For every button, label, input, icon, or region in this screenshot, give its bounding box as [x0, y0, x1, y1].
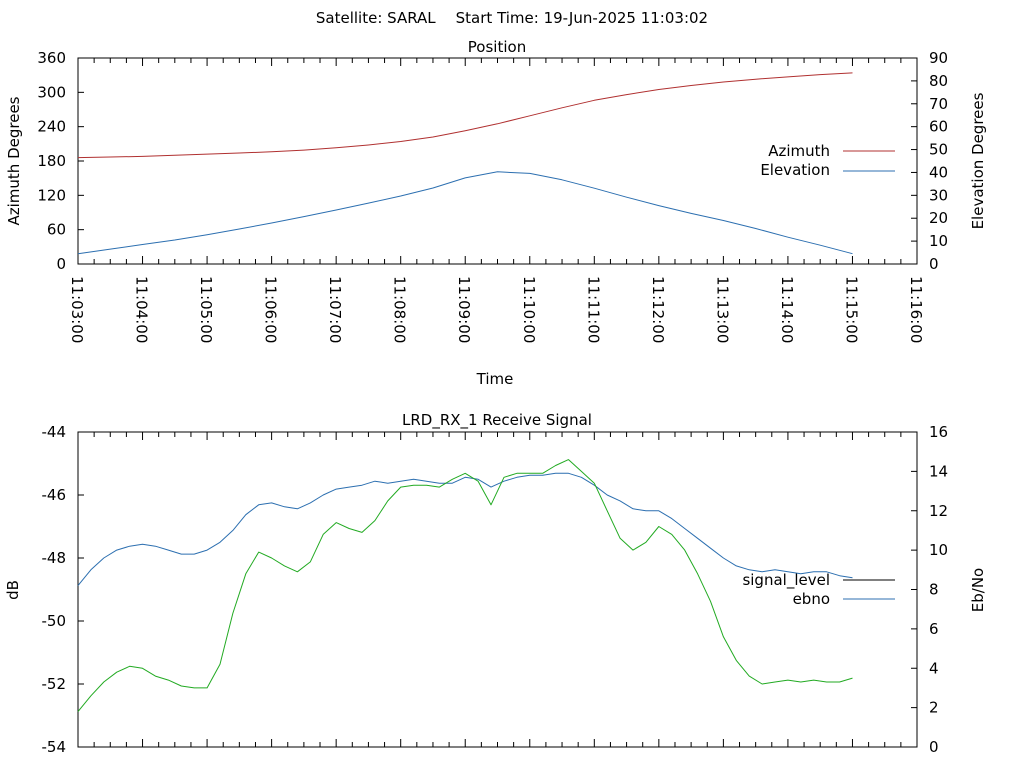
position-y2-tick-label: 60: [929, 118, 948, 136]
position-x-tick-label: 11:14:00: [778, 276, 796, 343]
receive-signal-series: [77, 459, 853, 712]
position-x-tick-label: 11:11:00: [584, 276, 602, 343]
legend-label-azimuth: Azimuth: [768, 142, 830, 160]
position-x-tick-label: 11:12:00: [649, 276, 667, 343]
receive-signal-y2-tick-label: 4: [929, 659, 939, 677]
position-y-tick-label: 360: [37, 49, 66, 67]
position-series: [77, 72, 853, 255]
receive-signal-series-unlabeled-2-line: [77, 459, 853, 712]
receive-signal-y2-tick-label: 14: [929, 462, 948, 480]
figure-header: Satellite: SARAL Start Time: 19-Jun-2025 …: [316, 9, 708, 27]
position-x-tick-label: 11:13:00: [713, 276, 731, 343]
position-y2-tick-label: 80: [929, 72, 948, 90]
receive-signal-y-tick-label: -46: [42, 486, 67, 504]
receive-signal-y2-tick-label: 0: [929, 738, 939, 756]
receive-signal-series-ebno-line: [77, 472, 853, 586]
position-y2-tick-label: 20: [929, 209, 948, 227]
receive-signal-y-tick-label: -54: [42, 738, 67, 756]
receive-signal-chart-title: LRD_RX_1 Receive Signal: [402, 411, 592, 430]
position-y2-tick-label: 70: [929, 95, 948, 113]
position-x-tick-label: 11:10:00: [520, 276, 538, 343]
position-ticks: 0 60 120 180 240 300 360 0 10 20 30 40 50 60 70 80 90 11:…: [37, 49, 948, 343]
position-x-tick-label: 11:16:00: [907, 276, 925, 343]
position-y2-tick-label: 30: [929, 186, 948, 204]
position-x-tick-label: 11:04:00: [133, 276, 151, 343]
position-y-tick-label: 60: [47, 221, 66, 239]
position-x-tick-label: 11:07:00: [326, 276, 344, 343]
position-y2-tick-label: 50: [929, 141, 948, 159]
receive-signal-y2-axis-title: Eb/No: [969, 568, 987, 612]
position-x-tick-label: 11:03:00: [68, 276, 86, 343]
receive-signal-ticks: -54 -52 -50 -48 -46 -44 0 2 4 6 8 10 12 14 16: [42, 423, 949, 756]
legend-label-elevation: Elevation: [760, 161, 830, 179]
receive-signal-y2-tick-label: 16: [929, 423, 948, 441]
legend-label-signal-level: signal_level: [742, 571, 830, 590]
receive-signal-y2-tick-label: 8: [929, 581, 939, 599]
position-y-tick-label: 120: [37, 186, 66, 204]
satellite-label: Satellite: SARAL: [316, 9, 436, 27]
receive-signal-plot-frame: [77, 431, 918, 748]
receive-signal-y-tick-label: -52: [42, 675, 67, 693]
position-x-tick-label: 11:09:00: [455, 276, 473, 343]
receive-signal-y2-tick-label: 6: [929, 620, 939, 638]
receive-signal-y2-tick-label: 12: [929, 502, 948, 520]
receive-signal-legend: signal_level ebno: [742, 571, 895, 608]
position-x-axis-title: Time: [476, 370, 514, 388]
position-y-tick-label: 180: [37, 152, 66, 170]
position-y-tick-label: 0: [56, 255, 66, 273]
receive-signal-y2-tick-label: 2: [929, 699, 939, 717]
position-y-tick-label: 240: [37, 118, 66, 136]
start-time-label: Start Time: 19-Jun-2025 11:03:02: [456, 9, 708, 27]
position-chart: Position 0 60 120 180 240 300 360 0 10 20 30 40 50 60…: [5, 38, 987, 388]
position-y2-tick-label: 40: [929, 163, 948, 181]
position-y2-tick-label: 90: [929, 49, 948, 67]
position-x-tick-label: 11:15:00: [842, 276, 860, 343]
position-y2-tick-label: 0: [929, 255, 939, 273]
receive-signal-y-tick-label: -50: [42, 612, 67, 630]
receive-signal-y2-tick-label: 10: [929, 541, 948, 559]
position-y2-tick-label: 10: [929, 232, 948, 250]
position-x-tick-label: 11:08:00: [391, 276, 409, 343]
position-x-tick-label: 11:05:00: [197, 276, 215, 343]
position-series-azimuth-line: [77, 72, 853, 159]
position-series-elevation-line: [77, 171, 853, 255]
position-x-tick-label: 11:06:00: [262, 276, 280, 343]
position-y-axis-title: Azimuth Degrees: [5, 96, 23, 225]
legend-label-ebno: ebno: [793, 590, 830, 608]
position-y-tick-label: 300: [37, 83, 66, 101]
receive-signal-y-axis-title: dB: [4, 580, 22, 600]
position-chart-title: Position: [468, 38, 526, 56]
receive-signal-y-tick-label: -44: [42, 423, 67, 441]
receive-signal-chart: LRD_RX_1 Receive Signal -54-52-50-48-46-…: [4, 411, 987, 756]
position-y2-axis-title: Elevation Degrees: [969, 92, 987, 229]
position-legend: Azimuth Elevation: [760, 142, 895, 179]
receive-signal-y-tick-label: -48: [42, 549, 67, 567]
